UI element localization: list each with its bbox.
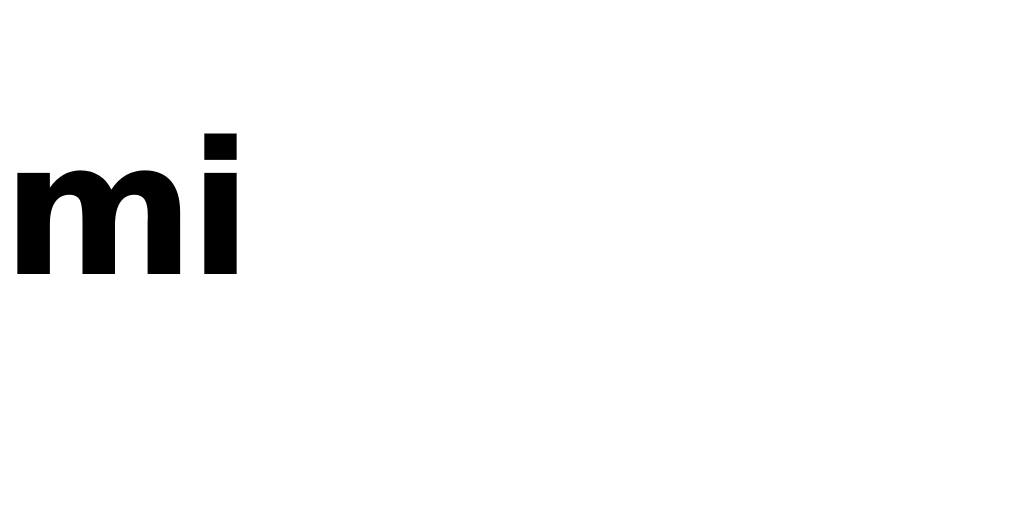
main-text: mi	[2, 102, 252, 318]
